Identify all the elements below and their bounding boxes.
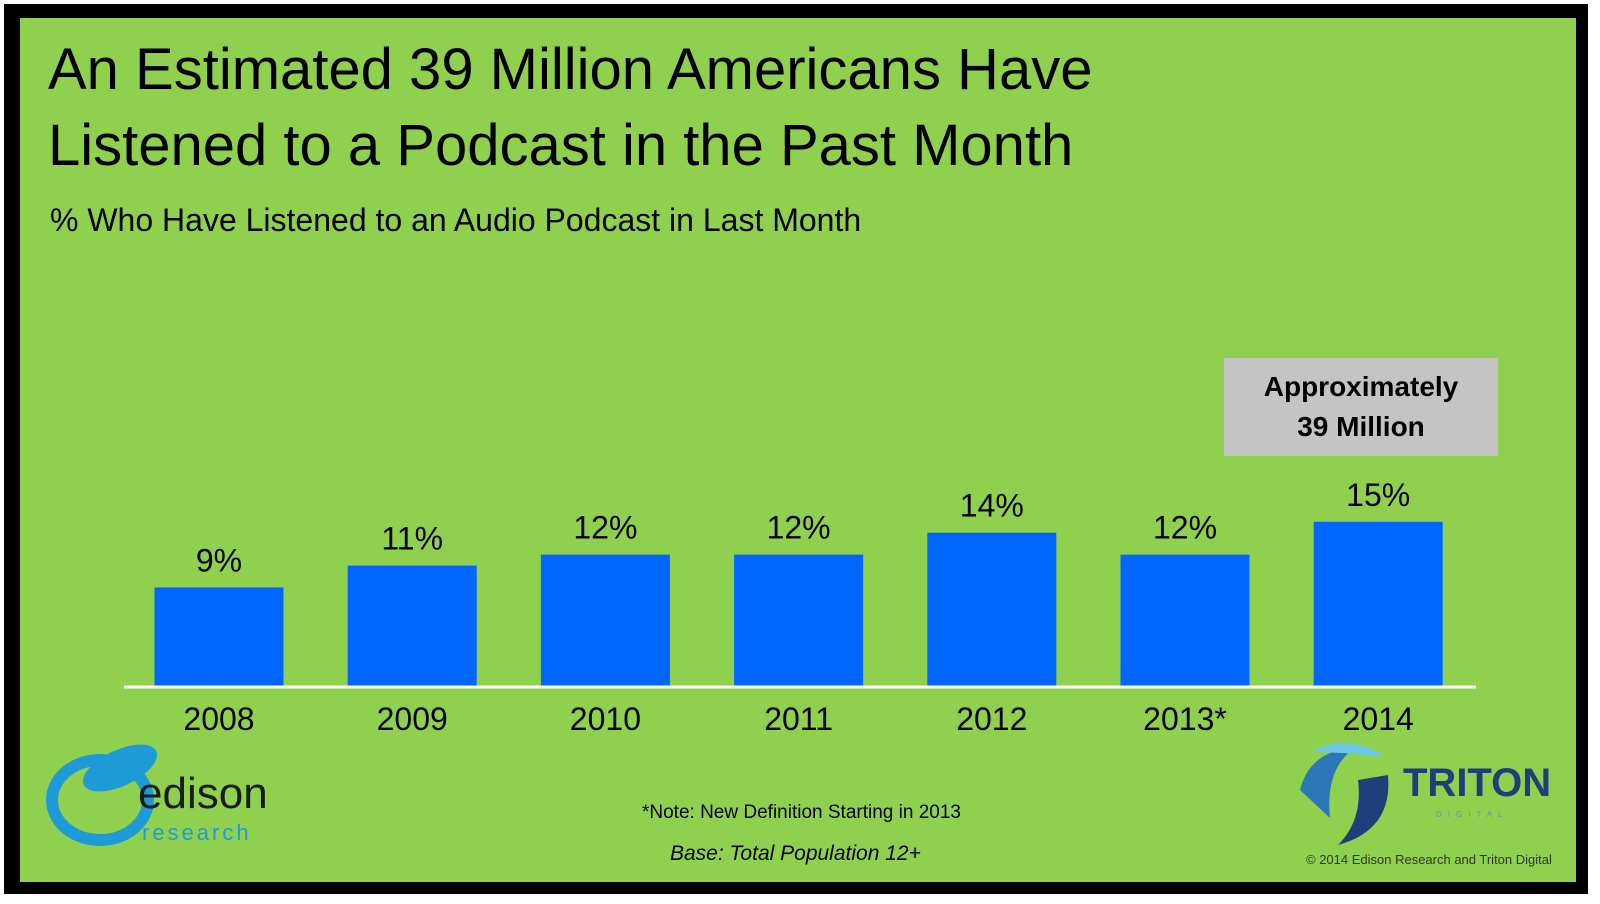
edison-logo: edison research	[46, 744, 268, 846]
logo-text: DIGITAL	[1436, 810, 1509, 819]
value-label: 15%	[1346, 477, 1410, 513]
logo-shape	[1310, 743, 1385, 757]
note: *Note: New Definition Starting in 2013	[642, 802, 961, 823]
chart-title: Listened to a Podcast in the Past Month	[48, 113, 1074, 178]
logo-shape	[1300, 748, 1355, 818]
triton-logo: TRITON DIGITAL	[1300, 743, 1551, 845]
bar	[154, 587, 284, 686]
logo-shape	[1338, 775, 1389, 845]
base-note: Base: Total Population 12+	[670, 842, 921, 865]
value-label: 14%	[960, 488, 1024, 524]
bar	[1313, 521, 1443, 686]
x-tick-label: 2010	[570, 701, 641, 737]
logo-text: TRITON	[1403, 761, 1551, 805]
logo-text: edison	[138, 769, 268, 818]
annotation: Approximately 39 Million	[1224, 358, 1498, 456]
bar	[927, 532, 1057, 686]
subtitle: % Who Have Listened to an Audio Podcast …	[50, 202, 862, 238]
x-tick-label: 2012	[956, 701, 1027, 737]
bar	[734, 554, 864, 686]
logo-shape	[82, 744, 158, 792]
bar	[540, 554, 670, 686]
logo-text: research	[142, 820, 252, 845]
value-label: 12%	[1153, 510, 1217, 546]
x-tick-label: 2014	[1343, 701, 1414, 737]
bar	[1120, 554, 1250, 686]
copyright: © 2014 Edison Research and Triton Digita…	[1306, 852, 1552, 867]
x-tick-label: 2013*	[1143, 701, 1227, 737]
chart-title: An Estimated 39 Million Americans Have	[48, 37, 1093, 102]
x-tick-label: 2009	[377, 701, 448, 737]
value-label: 11%	[381, 521, 443, 557]
value-label: 9%	[196, 542, 242, 578]
value-label: 12%	[767, 510, 831, 546]
x-tick-label: 2008	[183, 701, 254, 737]
bar	[347, 565, 477, 686]
x-tick-label: 2011	[764, 701, 833, 737]
value-label: 12%	[573, 510, 637, 546]
